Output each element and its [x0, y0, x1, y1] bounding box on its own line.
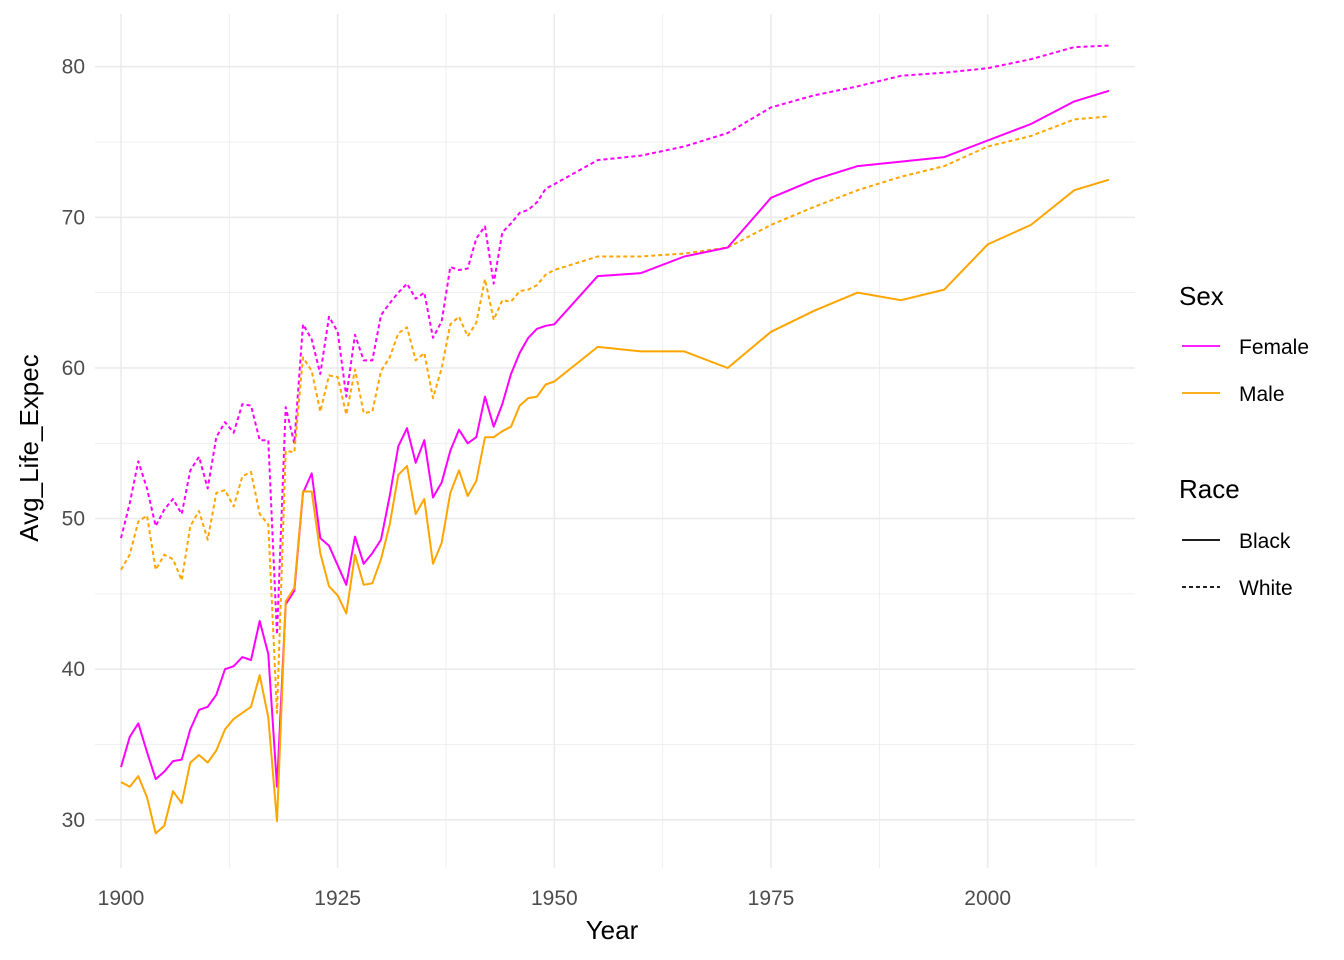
x-tick-label: 1950: [531, 887, 578, 910]
series-line-male-black: [120, 178, 1110, 835]
y-tick-label: 30: [62, 809, 85, 832]
series-line-male-white: [120, 115, 1110, 714]
x-tick-label: 1925: [314, 887, 361, 910]
legend: Sex Female Male Race Black White: [1179, 281, 1309, 600]
series-line-female-white: [120, 44, 1110, 636]
legend-female-label: Female: [1239, 336, 1309, 359]
y-axis-title: Avg_Life_Expec: [14, 354, 44, 541]
legend-race-title: Race: [1179, 474, 1240, 504]
legend-white-label: White: [1239, 577, 1293, 600]
x-tick-label: 2000: [964, 887, 1011, 910]
y-tick-label: 60: [62, 357, 85, 380]
y-tick-label: 40: [62, 658, 85, 681]
legend-male-label: Male: [1239, 383, 1285, 406]
y-tick-label: 50: [62, 508, 85, 531]
y-tick-label: 80: [62, 56, 85, 79]
legend-sex-title: Sex: [1179, 281, 1224, 311]
x-tick-label: 1900: [98, 887, 145, 910]
legend-black-label: Black: [1239, 530, 1291, 553]
x-tick-label: 1975: [748, 887, 795, 910]
y-tick-label: 70: [62, 206, 85, 229]
x-axis-title: Year: [586, 915, 639, 945]
series-line-female-black: [120, 89, 1110, 788]
